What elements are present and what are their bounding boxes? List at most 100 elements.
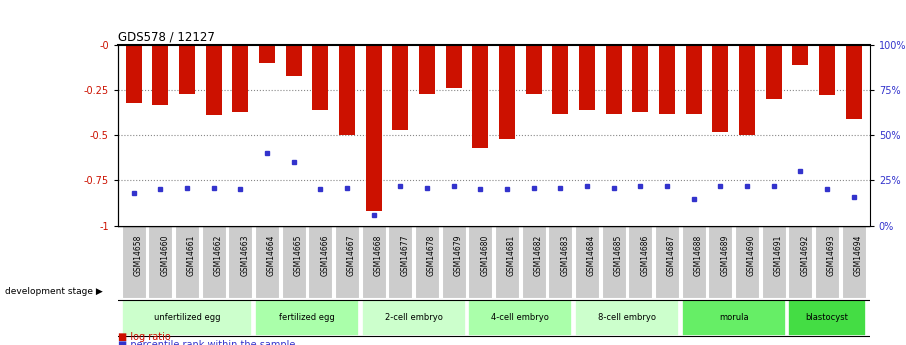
Bar [712,45,728,132]
Text: GSM14690: GSM14690 [747,234,757,276]
Bar [415,226,439,298]
Bar [361,226,386,298]
Bar [553,45,568,114]
Text: GSM14689: GSM14689 [720,234,729,276]
Bar [735,226,759,298]
Text: GSM14692: GSM14692 [800,234,809,276]
Text: GSM14678: GSM14678 [427,234,436,276]
Bar [202,226,226,298]
Text: GSM14668: GSM14668 [374,234,382,276]
Text: GSM14662: GSM14662 [214,234,223,276]
Bar [335,226,359,298]
Text: GSM14677: GSM14677 [400,234,410,276]
Bar [522,226,545,298]
Text: fertilized egg: fertilized egg [279,313,335,322]
Bar [575,300,680,336]
Text: GSM14688: GSM14688 [694,234,703,276]
Text: 2-cell embryo: 2-cell embryo [385,313,443,322]
Text: ■ log ratio: ■ log ratio [118,332,170,342]
Bar [446,45,462,88]
Bar [579,45,595,110]
Text: GSM14680: GSM14680 [480,234,489,276]
Text: ■ percentile rank within the sample: ■ percentile rank within the sample [118,341,295,345]
Text: unfertilized egg: unfertilized egg [154,313,220,322]
Text: morula: morula [719,313,748,322]
Text: GSM14682: GSM14682 [534,234,543,276]
Bar [495,226,519,298]
Text: GSM14660: GSM14660 [160,234,169,276]
Text: 4-cell embryo: 4-cell embryo [491,313,549,322]
Bar [233,45,248,112]
Bar [126,45,141,103]
Bar [788,300,866,336]
Text: GSM14666: GSM14666 [321,234,330,276]
Bar [762,226,786,298]
Bar [361,300,466,336]
Bar [308,226,333,298]
Bar [468,300,573,336]
Text: blastocyst: blastocyst [805,313,849,322]
Text: GSM14665: GSM14665 [294,234,303,276]
Text: GSM14664: GSM14664 [267,234,276,276]
Bar [282,226,305,298]
Text: GSM14663: GSM14663 [240,234,249,276]
Bar [468,226,493,298]
Bar [179,45,195,93]
Bar [632,45,649,112]
Bar [655,226,680,298]
Text: GSM14687: GSM14687 [667,234,676,276]
Bar [121,300,253,336]
Bar [525,45,542,93]
Text: 8-cell embryo: 8-cell embryo [598,313,656,322]
Bar [602,226,626,298]
Bar [285,45,302,76]
Bar [255,226,279,298]
Bar [739,45,755,135]
Text: GSM14667: GSM14667 [347,234,356,276]
Bar [255,300,359,336]
Bar [681,226,706,298]
Bar [629,226,652,298]
Bar [659,45,675,114]
Text: GSM14694: GSM14694 [853,234,863,276]
Bar [819,45,835,96]
Text: GSM14684: GSM14684 [587,234,596,276]
Bar [419,45,435,93]
Text: GSM14658: GSM14658 [134,234,143,276]
Bar [766,45,782,99]
Bar [686,45,702,114]
Bar [606,45,622,114]
Text: development stage ▶: development stage ▶ [5,287,102,296]
Bar [815,226,839,298]
Bar [499,45,516,139]
Text: GDS578 / 12127: GDS578 / 12127 [118,31,215,44]
Text: GSM14681: GSM14681 [507,234,516,276]
Bar [788,226,813,298]
Bar [175,226,199,298]
Bar [149,226,172,298]
Bar [472,45,488,148]
Bar [313,45,329,110]
Text: GSM14691: GSM14691 [774,234,783,276]
Text: GSM14693: GSM14693 [827,234,836,276]
Bar [846,45,862,119]
Bar [339,45,355,135]
Bar [793,45,808,65]
Bar [708,226,732,298]
Bar [575,226,599,298]
Text: GSM14679: GSM14679 [454,234,463,276]
Bar [206,45,222,115]
Bar [121,226,146,298]
Text: GSM14661: GSM14661 [188,234,196,276]
Bar [366,45,381,211]
Bar [259,45,275,63]
Text: GSM14683: GSM14683 [561,234,570,276]
Text: GSM14685: GSM14685 [613,234,622,276]
Bar [228,226,253,298]
Text: GSM14686: GSM14686 [641,234,650,276]
Bar [548,226,573,298]
Bar [681,300,786,336]
Bar [392,45,409,130]
Bar [152,45,169,105]
Bar [442,226,466,298]
